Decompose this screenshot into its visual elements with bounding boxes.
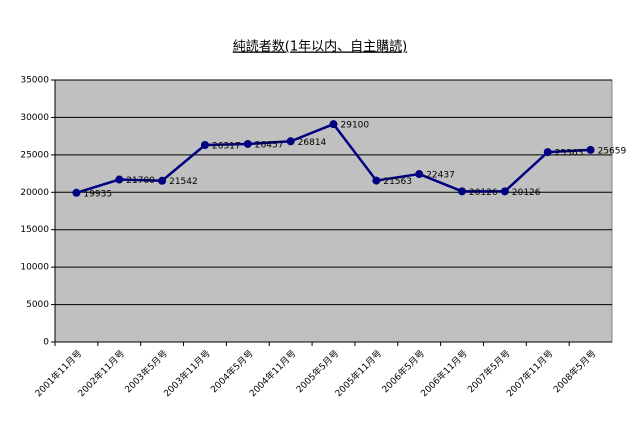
marker bbox=[115, 175, 124, 184]
y-tick-label: 10000 bbox=[20, 263, 49, 273]
marker bbox=[243, 139, 252, 148]
data-label: 21700 bbox=[126, 176, 155, 186]
data-label: 29100 bbox=[341, 121, 370, 131]
x-tick-label: 2005年5月号 bbox=[294, 347, 342, 395]
marker bbox=[158, 176, 167, 185]
marker bbox=[372, 176, 381, 185]
marker bbox=[329, 120, 338, 129]
data-label: 20126 bbox=[469, 188, 498, 198]
chart-title: 純読者数(1年以内、自主購読) bbox=[233, 39, 407, 55]
data-label: 26457 bbox=[255, 140, 284, 150]
data-label: 25659 bbox=[598, 146, 627, 156]
data-label: 21563 bbox=[383, 177, 412, 187]
data-label: 20126 bbox=[512, 188, 541, 198]
x-tick-label: 2007年5月号 bbox=[465, 347, 513, 395]
x-tick-label: 2003年5月号 bbox=[122, 347, 170, 395]
marker bbox=[200, 140, 209, 149]
marker bbox=[72, 188, 81, 197]
marker bbox=[415, 170, 424, 179]
data-label: 26317 bbox=[212, 141, 241, 151]
x-tick-label: 2006年5月号 bbox=[379, 347, 427, 395]
data-label: 25363 bbox=[555, 149, 584, 159]
marker bbox=[586, 145, 595, 154]
y-tick-label: 15000 bbox=[20, 225, 49, 235]
y-tick-label: 5000 bbox=[26, 300, 49, 310]
marker bbox=[543, 148, 552, 157]
y-tick-label: 25000 bbox=[20, 150, 49, 160]
data-label: 22437 bbox=[426, 171, 455, 181]
y-tick-label: 30000 bbox=[20, 113, 49, 123]
data-label: 21542 bbox=[169, 177, 198, 187]
marker bbox=[286, 137, 295, 146]
x-tick-label: 2008年5月号 bbox=[551, 347, 599, 395]
y-tick-label: 20000 bbox=[20, 188, 49, 198]
data-label: 19935 bbox=[83, 189, 112, 199]
y-tick-label: 0 bbox=[43, 338, 49, 348]
marker bbox=[500, 187, 509, 196]
plot-area bbox=[54, 79, 613, 343]
data-label: 26814 bbox=[298, 138, 327, 148]
x-tick-label: 2004年5月号 bbox=[208, 347, 256, 395]
y-tick-label: 35000 bbox=[20, 76, 49, 86]
marker bbox=[458, 187, 467, 196]
